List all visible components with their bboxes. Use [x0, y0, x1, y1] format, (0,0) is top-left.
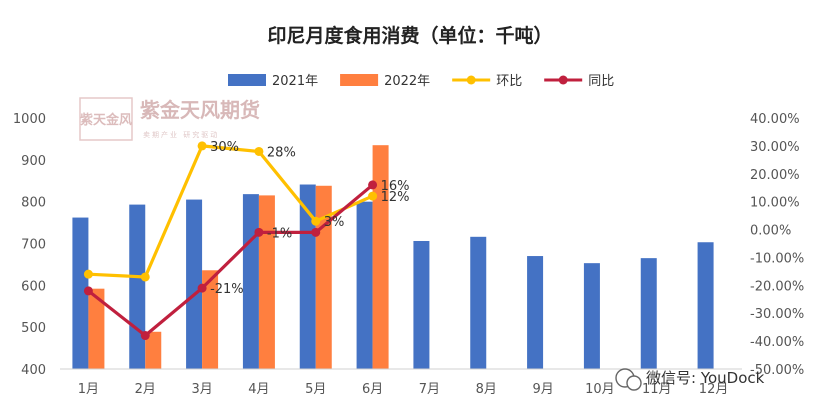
- x-tick-2月: 2月: [135, 382, 156, 397]
- x-tick-3月: 3月: [191, 382, 212, 397]
- point-环比-0: [83, 269, 93, 279]
- data-label-环比-6月: 12%: [381, 190, 410, 205]
- legend-label-2022年: 2022年: [384, 74, 430, 89]
- y-right-tick-9: -50.00%: [750, 363, 804, 378]
- bar-2021年-11月: [640, 258, 657, 369]
- x-tick-7月: 7月: [419, 382, 440, 397]
- x-tick-4月: 4月: [248, 382, 269, 397]
- x-tick-12月: 12月: [699, 382, 729, 397]
- bar-2022年-6月: [372, 145, 389, 369]
- bar-2021年-3月: [186, 199, 203, 369]
- legend-swatch-2022年: [340, 74, 379, 86]
- legend-item-同比: 同比: [544, 74, 614, 89]
- legend-marker-环比: [466, 75, 476, 85]
- legend-label-环比: 环比: [496, 74, 522, 89]
- bar-2021年-1月: [72, 217, 89, 369]
- wechat-text: 微信号: YouDock: [646, 369, 765, 387]
- y-right-tick-2: 20.00%: [750, 168, 800, 183]
- legend-item-2022年: 2022年: [340, 74, 430, 89]
- data-label-环比-3月: 30%: [210, 140, 239, 155]
- y-axis-right: 40.00% 30.00% 20.00% 10.00% 0.00% -10.00% -20.…: [750, 112, 804, 378]
- x-tick-8月: 8月: [476, 382, 497, 397]
- bar-2021年-10月: [583, 263, 600, 369]
- bar-2022年-2月: [145, 331, 162, 369]
- point-同比-5: [368, 180, 378, 190]
- y-left-tick-500: 500: [21, 321, 46, 336]
- point-环比-5: [368, 191, 378, 201]
- y-left-tick-900: 900: [21, 154, 46, 169]
- bar-2021年-7月: [413, 240, 430, 369]
- data-label-环比-5月: 3%: [324, 215, 345, 230]
- data-label-环比-4月: 28%: [267, 145, 296, 160]
- watermark: 紫天金风 紫金天风期货 卖期产业 研究驱动: [79, 97, 260, 141]
- data-label-同比-4月: -1%: [267, 226, 292, 241]
- y-right-tick-3: 10.00%: [750, 196, 800, 211]
- line-同比: [87, 183, 374, 338]
- x-tick-9月: 9月: [532, 382, 553, 397]
- bar-2021年-9月: [527, 256, 544, 369]
- legend: 2021年 2022年 环比 同比: [228, 74, 614, 89]
- legend-marker-同比: [558, 75, 568, 85]
- y-left-tick-1000: 1000: [13, 112, 46, 127]
- y-right-tick-6: -20.00%: [750, 279, 804, 294]
- x-tick-10月: 10月: [585, 382, 615, 397]
- y-right-tick-1: 30.00%: [750, 140, 800, 155]
- watermark-seal-icon: [79, 97, 133, 141]
- data-label-同比-6月: 16%: [381, 179, 410, 194]
- bar-2022年-5月: [315, 185, 332, 369]
- y-left-tick-600: 600: [21, 279, 46, 294]
- bar-2021年-6月: [356, 201, 373, 369]
- legend-label-2021年: 2021年: [272, 74, 318, 89]
- bar-2022年-1月: [88, 288, 105, 369]
- x-tick-1月: 1月: [78, 382, 99, 397]
- watermark-text: 紫金天风期货: [140, 98, 260, 122]
- y-right-tick-4: 0.00%: [750, 224, 791, 239]
- y-right-tick-5: -10.00%: [750, 251, 804, 266]
- bar-2021年-12月: [697, 242, 714, 369]
- lines: [83, 141, 378, 341]
- wechat-badge: 微信号: YouDock: [615, 368, 765, 391]
- chart-title: 印尼月度食用消费（单位：千吨）: [267, 24, 552, 47]
- legend-label-同比: 同比: [588, 74, 614, 89]
- legend-item-2021年: 2021年: [228, 74, 318, 89]
- x-tick-6月: 6月: [362, 382, 383, 397]
- watermark-subtext: 卖期产业 研究驱动: [143, 130, 219, 139]
- bar-2022年-4月: [258, 195, 275, 369]
- point-同比-0: [83, 286, 93, 296]
- data-labels: 30% 28% 3% 12% -21% -1% 16%: [210, 140, 409, 297]
- y-left-tick-800: 800: [21, 196, 46, 211]
- y-left-tick-400: 400: [21, 363, 46, 378]
- x-tick-5月: 5月: [305, 382, 326, 397]
- bar-2021年-8月: [470, 236, 487, 369]
- point-同比-4: [311, 227, 321, 237]
- bar-2021年-4月: [242, 194, 259, 369]
- wechat-icon-small: [626, 375, 642, 391]
- x-tick-11月: 11月: [642, 382, 672, 397]
- y-right-tick-7: -30.00%: [750, 307, 804, 322]
- watermark-seal: 紫天金风: [80, 112, 132, 128]
- legend-swatch-2021年: [228, 74, 266, 86]
- legend-item-环比: 环比: [452, 74, 522, 89]
- y-left-tick-700: 700: [21, 238, 46, 253]
- data-label-同比-3月: -21%: [210, 282, 244, 297]
- point-环比-1: [140, 272, 150, 282]
- point-同比-1: [140, 331, 150, 341]
- point-环比-2: [197, 141, 207, 151]
- line-环比: [88, 144, 374, 279]
- point-同比-3: [254, 227, 264, 237]
- bar-2021年-2月: [129, 204, 146, 369]
- bar-2022年-3月: [202, 270, 219, 369]
- y-right-tick-0: 40.00%: [750, 112, 800, 127]
- point-环比-4: [311, 216, 321, 226]
- y-right-tick-8: -40.00%: [750, 335, 804, 350]
- point-环比-3: [254, 146, 264, 156]
- y-axis-left: 1000 900 800 700 600 500 400: [13, 112, 46, 378]
- point-同比-2: [197, 283, 207, 293]
